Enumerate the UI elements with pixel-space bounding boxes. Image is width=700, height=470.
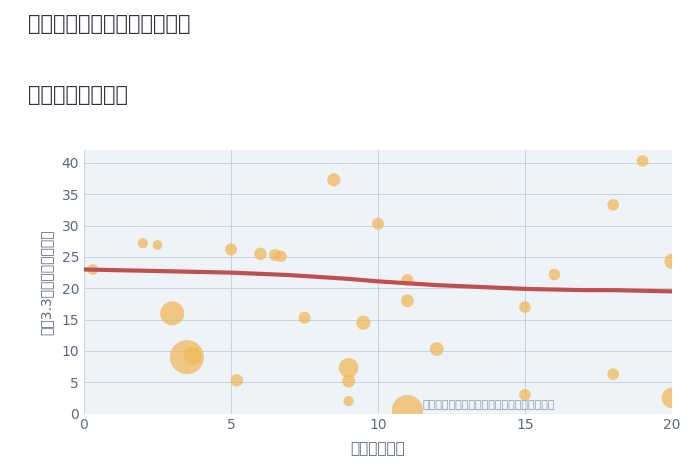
Point: [666, 258, 678, 265]
Point: [225, 246, 237, 253]
Point: [181, 353, 193, 361]
Point: [137, 239, 148, 247]
Point: [187, 352, 198, 360]
Text: 奈良県吉野郡下北山村池峰の: 奈良県吉野郡下北山村池峰の: [28, 14, 190, 34]
Point: [549, 271, 560, 278]
Point: [402, 276, 413, 284]
Point: [343, 364, 354, 372]
Point: [519, 391, 531, 399]
Point: [152, 241, 163, 249]
Point: [343, 377, 354, 385]
Point: [608, 201, 619, 209]
Text: 円の大きさは、取引のあった物件面積を示す: 円の大きさは、取引のあった物件面積を示す: [422, 400, 554, 410]
Point: [519, 303, 531, 311]
Point: [88, 266, 99, 273]
Point: [402, 407, 413, 414]
Point: [358, 319, 369, 327]
Point: [402, 297, 413, 305]
Point: [328, 176, 339, 184]
Point: [255, 250, 266, 258]
Point: [372, 220, 384, 227]
Point: [343, 397, 354, 405]
Point: [431, 345, 442, 353]
X-axis label: 駅距離（分）: 駅距離（分）: [351, 441, 405, 456]
Point: [167, 310, 178, 317]
Y-axis label: 坪（3.3㎡）単価（万円）: 坪（3.3㎡）単価（万円）: [39, 229, 53, 335]
Point: [275, 252, 286, 260]
Point: [270, 251, 281, 259]
Point: [231, 376, 242, 384]
Text: 駅距離別土地価格: 駅距離別土地価格: [28, 85, 128, 105]
Point: [299, 314, 310, 321]
Point: [637, 157, 648, 165]
Point: [666, 394, 678, 402]
Point: [608, 370, 619, 378]
